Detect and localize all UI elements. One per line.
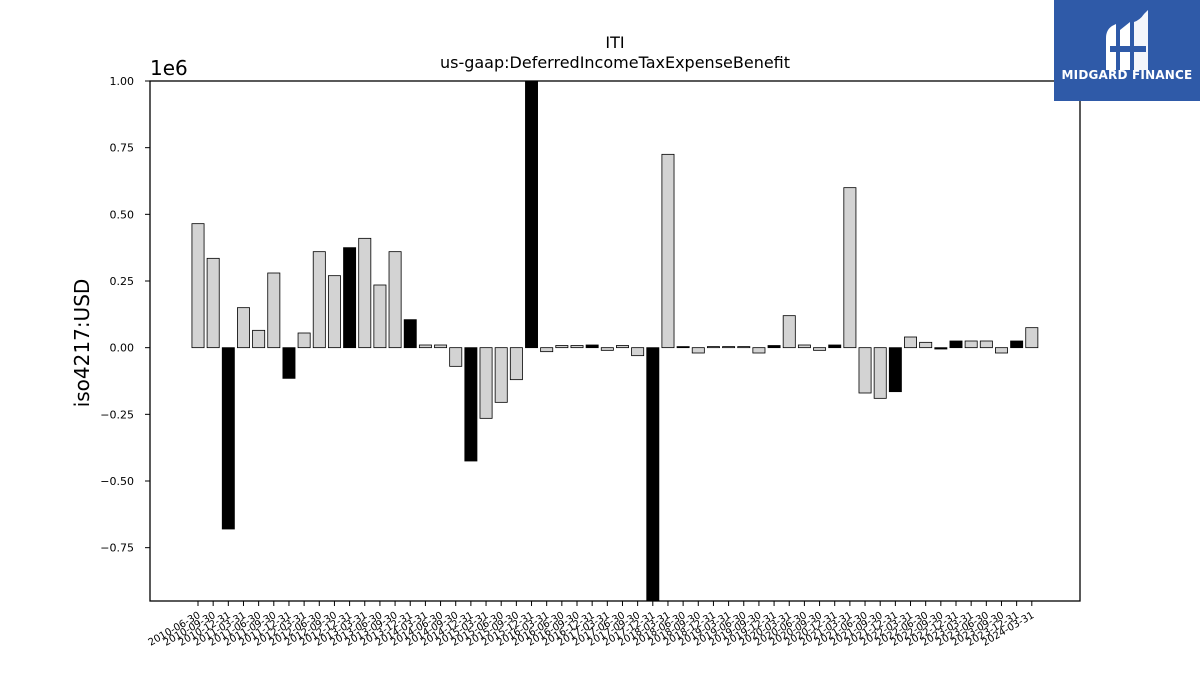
- bar: [267, 272, 281, 349]
- bar: [449, 347, 463, 367]
- bar: [237, 307, 250, 349]
- bar: [919, 341, 933, 349]
- bar: [828, 344, 842, 349]
- bar: [616, 345, 629, 349]
- bar: [373, 284, 387, 349]
- bar: [327, 275, 341, 349]
- bar: [570, 345, 584, 349]
- bar: [525, 80, 538, 349]
- bar: [434, 344, 448, 349]
- y-tick-label: 1.00: [110, 75, 135, 88]
- bar: [995, 347, 1008, 354]
- bar: [509, 347, 523, 381]
- bar: [555, 345, 569, 349]
- bar: [752, 347, 766, 354]
- bar: [388, 251, 402, 349]
- bar: [600, 347, 614, 351]
- bar: [691, 347, 705, 354]
- bar: [343, 247, 357, 349]
- plot-frame: [149, 80, 1081, 602]
- bar: [722, 346, 736, 349]
- bar: [312, 251, 326, 349]
- bar: [904, 336, 917, 349]
- bar: [479, 347, 493, 419]
- bars: [191, 80, 1039, 602]
- bar: [252, 329, 266, 349]
- bar: [888, 347, 902, 393]
- bar: [843, 187, 857, 349]
- bar: [813, 347, 827, 351]
- bar: [418, 344, 432, 349]
- bar: [964, 340, 978, 349]
- brand-name: MIDGARD FINANCE: [1061, 68, 1193, 82]
- y-tick-label: −0.25: [100, 408, 134, 421]
- bar: [934, 347, 948, 350]
- brand-logo: MIDGARD FINANCE: [1054, 0, 1200, 101]
- y-tick-label: −0.50: [100, 475, 134, 488]
- bar: [661, 153, 675, 349]
- y-tick-label: −0.75: [100, 542, 134, 555]
- bar: [221, 347, 235, 530]
- bar: [767, 345, 781, 349]
- bar: [676, 346, 690, 349]
- bar: [206, 257, 220, 349]
- y-axis-label: iso4217:USD: [70, 279, 94, 408]
- bar: [494, 347, 508, 403]
- bar: [949, 340, 963, 349]
- bar: [797, 344, 811, 349]
- y-scale-label: 1e6: [150, 56, 188, 80]
- bar: [782, 315, 796, 349]
- bar: [706, 346, 720, 349]
- bar: [631, 347, 645, 357]
- midgard-logo-icon: [1106, 10, 1148, 70]
- y-tick-label: 0.25: [110, 275, 135, 288]
- bar: [585, 344, 599, 349]
- bar: [464, 347, 478, 462]
- bar: [979, 340, 993, 349]
- bar: [1025, 327, 1039, 349]
- bar: [1010, 340, 1024, 349]
- bar: [191, 223, 205, 349]
- bar: [873, 347, 887, 399]
- bar: [737, 346, 751, 349]
- chart-subtitle: us-gaap:DeferredIncomeTaxExpenseBenefit: [440, 53, 790, 72]
- bar: [646, 347, 660, 602]
- bar: [858, 347, 872, 394]
- bar: [282, 347, 296, 379]
- bar: [297, 332, 311, 349]
- bar: [403, 319, 417, 349]
- y-tick-label: 0.00: [110, 342, 135, 355]
- bar: [358, 237, 372, 349]
- y-tick-label: 0.75: [110, 142, 135, 155]
- chart-title: ITI: [605, 33, 624, 52]
- y-tick-label: 0.50: [110, 208, 135, 221]
- bar: [540, 347, 554, 353]
